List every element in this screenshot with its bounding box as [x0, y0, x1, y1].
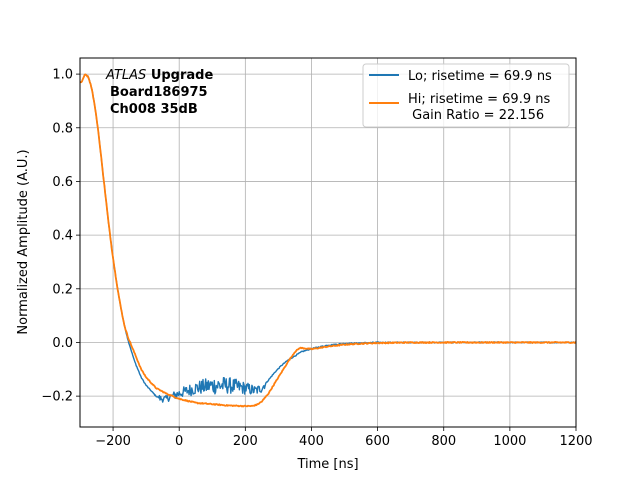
legend-label-lo: Lo; risetime = 69.9 ns — [408, 69, 552, 84]
series-line-hi — [79, 73, 577, 408]
y-tick-label: 0.0 — [52, 336, 73, 351]
x-tick-label: 800 — [431, 434, 456, 449]
y-axis-label: Normalized Amplitude (A.U.) — [16, 149, 31, 334]
axis-ticks: −200 0 200 400 600 800 1000 1200 −0.2 0.0 0.2 0.4 0.… — [41, 68, 592, 449]
legend-label-hi-line: Hi; risetime = 69.9 ns — [408, 92, 550, 107]
x-tick-label: 400 — [299, 434, 324, 449]
x-tick-label: −200 — [95, 434, 131, 449]
y-tick-label: 0.4 — [52, 229, 73, 244]
annotation-line-3: Ch008 35dB — [110, 102, 198, 117]
annotation-line-1: ATLAS Upgrade — [105, 68, 213, 83]
y-tick-label: 0.2 — [52, 282, 73, 297]
legend-label-hi-line: Gain Ratio = 22.156 — [408, 108, 544, 123]
x-tick-label: 1200 — [559, 434, 592, 449]
y-tick-label: 0.8 — [52, 121, 73, 136]
x-tick-label: 1000 — [493, 434, 526, 449]
annotation-bold: Upgrade — [151, 68, 214, 83]
annotation: ATLAS Upgrade Board186975 Ch008 35dB — [105, 68, 213, 117]
y-tick-label: 0.6 — [52, 175, 73, 190]
y-tick-label: −0.2 — [41, 390, 73, 405]
plot-frame — [79, 57, 577, 428]
x-tick-label: 200 — [233, 434, 258, 449]
annotation-line-2: Board186975 — [110, 85, 208, 100]
annotation-italic: ATLAS — [105, 68, 146, 83]
x-tick-label: 600 — [365, 434, 390, 449]
legend-box — [362, 63, 570, 128]
x-tick-label: 0 — [175, 434, 183, 449]
y-tick-label: 1.0 — [52, 68, 73, 83]
legend: Lo; risetime = 69.9 ns Hi; risetime = 69… — [362, 63, 570, 128]
x-axis-label: Time [ns] — [296, 457, 358, 472]
series-layer — [79, 73, 577, 408]
legend-label-hi: Hi; risetime = 69.9 ns Gain Ratio = 22.1… — [408, 92, 550, 123]
